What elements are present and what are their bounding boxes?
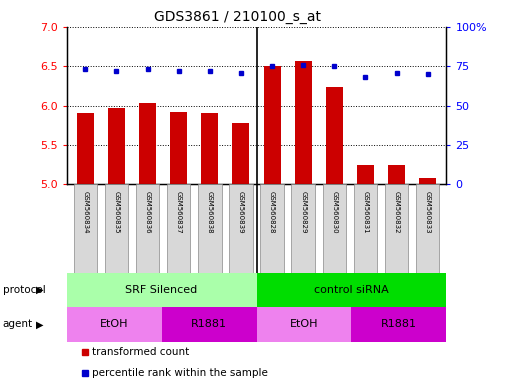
Bar [73, 184, 97, 273]
Text: ▶: ▶ [36, 285, 44, 295]
Bar [323, 184, 346, 273]
Text: EtOH: EtOH [100, 319, 128, 329]
Bar [264, 66, 281, 184]
Text: GSM560832: GSM560832 [393, 191, 400, 234]
Bar [108, 108, 125, 184]
Text: GSM560828: GSM560828 [269, 191, 275, 234]
Bar [385, 184, 408, 273]
Text: agent: agent [3, 319, 33, 329]
Title: GDS3861 / 210100_s_at: GDS3861 / 210100_s_at [154, 10, 321, 25]
Text: R1881: R1881 [191, 319, 227, 329]
Text: GSM560839: GSM560839 [238, 191, 244, 234]
Bar [162, 307, 256, 342]
Text: control siRNA: control siRNA [314, 285, 389, 295]
Bar [198, 184, 222, 273]
Bar [326, 88, 343, 184]
Text: protocol: protocol [3, 285, 45, 295]
Bar [260, 184, 284, 273]
Bar [77, 114, 94, 184]
Text: GSM560833: GSM560833 [425, 191, 430, 234]
Bar [256, 307, 351, 342]
Bar [139, 103, 156, 184]
Bar [291, 184, 315, 273]
Text: transformed count: transformed count [92, 347, 190, 358]
Text: R1881: R1881 [381, 319, 417, 329]
Bar [351, 307, 446, 342]
Text: percentile rank within the sample: percentile rank within the sample [92, 368, 268, 379]
Bar [416, 184, 440, 273]
Text: EtOH: EtOH [290, 319, 318, 329]
Text: GSM560834: GSM560834 [83, 191, 88, 234]
Text: GSM560836: GSM560836 [145, 191, 151, 234]
Bar [353, 184, 377, 273]
Text: GSM560831: GSM560831 [362, 191, 368, 234]
Bar [232, 123, 249, 184]
Bar [388, 165, 405, 184]
Text: SRF Silenced: SRF Silenced [126, 285, 198, 295]
Bar [170, 112, 187, 184]
Bar [136, 184, 160, 273]
Bar [256, 273, 446, 307]
Bar [294, 61, 312, 184]
Bar [229, 184, 253, 273]
Bar [105, 184, 128, 273]
Text: GSM560835: GSM560835 [113, 191, 120, 234]
Bar [201, 114, 219, 184]
Text: GSM560829: GSM560829 [300, 191, 306, 234]
Bar [357, 165, 374, 184]
Text: GSM560837: GSM560837 [176, 191, 182, 234]
Bar [167, 184, 190, 273]
Bar [67, 307, 162, 342]
Bar [419, 178, 436, 184]
Bar [67, 273, 256, 307]
Text: GSM560838: GSM560838 [207, 191, 213, 234]
Text: GSM560830: GSM560830 [331, 191, 337, 234]
Text: ▶: ▶ [36, 319, 44, 329]
